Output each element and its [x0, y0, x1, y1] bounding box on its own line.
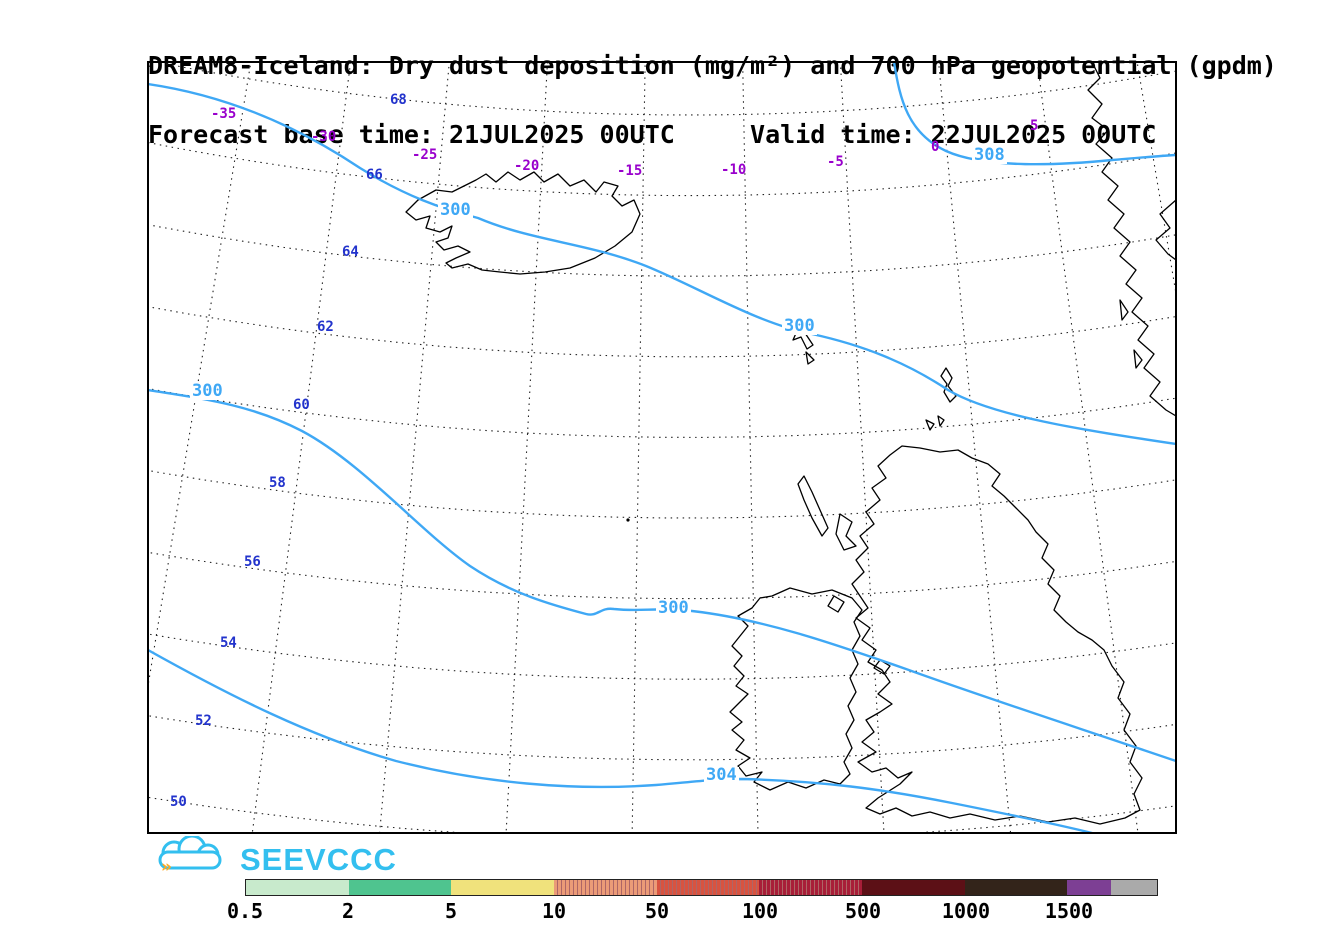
graticule-line	[938, 62, 1012, 833]
colorbar-segment	[759, 880, 862, 895]
latitude-label: 68	[390, 92, 407, 108]
contour-label: 300	[438, 200, 473, 220]
coast-ireland	[729, 587, 863, 791]
logo-text: SEEVCCC	[240, 842, 397, 877]
cloud-logo-icon: »	[158, 836, 222, 877]
latitude-label: 64	[342, 244, 359, 260]
contour-label: 300	[190, 381, 225, 401]
coast-orkney	[925, 415, 945, 431]
longitude-label: -5	[827, 154, 844, 170]
contour-300-north	[148, 82, 1176, 446]
latitude-label: 60	[293, 397, 310, 413]
coast-rockall-islet	[626, 518, 630, 522]
colorbar-tick: 5	[444, 899, 458, 923]
colorbar-segment	[246, 880, 349, 895]
title-line-2: Forecast base time: 21JUL2025 00UTC Vali…	[148, 120, 1157, 149]
longitude-label: -30	[311, 129, 337, 145]
latitude-label: 56	[244, 554, 261, 570]
colorbar-segment	[553, 880, 657, 895]
colorbar-tick: 500	[844, 899, 882, 923]
longitude-label: -20	[514, 158, 540, 174]
colorbar-ticks: 0.5 2 5 10 50 100 500 1000 1500	[227, 899, 1158, 925]
colorbar-segment	[656, 880, 760, 895]
latitude-label: 66	[366, 167, 383, 183]
colorbar-tick: 10	[541, 899, 567, 923]
graticule-line	[251, 62, 352, 833]
graticule-line	[148, 715, 1176, 761]
latitude-label: 50	[170, 794, 187, 810]
coast-hebrides	[797, 475, 857, 613]
longitude-label: 0	[931, 139, 940, 155]
svg-text:»: »	[161, 857, 172, 877]
longitude-label: -10	[721, 162, 747, 178]
map-border	[147, 61, 1177, 834]
latitude-label: 58	[269, 475, 286, 491]
geopotential-contours	[148, 62, 1176, 833]
colorbar-tick: 2	[341, 899, 355, 923]
latitude-label: 52	[195, 713, 212, 729]
seevccc-logo: » SEEVCCC	[148, 836, 568, 880]
graticule-line	[148, 469, 1176, 519]
graticule-line	[153, 62, 1176, 116]
longitude-label: 5	[1030, 118, 1039, 134]
graticule-line	[148, 551, 1176, 600]
graticule-line	[148, 62, 252, 690]
graticule-line	[148, 796, 1176, 833]
colorbar-tick: 50	[644, 899, 670, 923]
colorbar-tick: 1000	[941, 899, 991, 923]
colorbar-segment	[861, 880, 965, 895]
graticule-line	[1136, 62, 1176, 297]
latitude-label: 62	[317, 319, 334, 335]
deposition-colorbar	[245, 879, 1158, 896]
coastlines	[405, 62, 1176, 825]
latitude-label: 54	[220, 635, 237, 651]
contour-label: 304	[704, 765, 739, 785]
contour-304	[148, 648, 1094, 833]
contour-label: 308	[972, 145, 1007, 165]
coast-shetland	[940, 367, 957, 403]
contour-label: 300	[782, 316, 817, 336]
graticule-line	[148, 141, 1176, 197]
colorbar-segment	[1111, 880, 1157, 895]
colorbar-segment	[1067, 880, 1112, 895]
colorbar-tick: 0.5	[226, 899, 264, 923]
longitude-label: -35	[211, 106, 237, 122]
graticule-line	[1036, 62, 1139, 833]
longitude-label: -25	[412, 147, 438, 163]
contour-300-south	[148, 388, 1176, 763]
colorbar-segment	[348, 880, 452, 895]
contour-label: 300	[656, 598, 691, 618]
coast-great-britain	[851, 445, 1143, 825]
colorbar-segment	[451, 880, 554, 895]
colorbar-tick: 1500	[1044, 899, 1094, 923]
graticule-line	[379, 62, 450, 833]
colorbar-tick: 100	[741, 899, 779, 923]
longitude-label: -15	[617, 163, 643, 179]
contour-308	[892, 62, 1176, 166]
colorbar-segment	[964, 880, 1068, 895]
coast-norway	[1087, 62, 1176, 417]
graticule-line	[742, 62, 759, 833]
coast-iceland	[405, 171, 641, 275]
